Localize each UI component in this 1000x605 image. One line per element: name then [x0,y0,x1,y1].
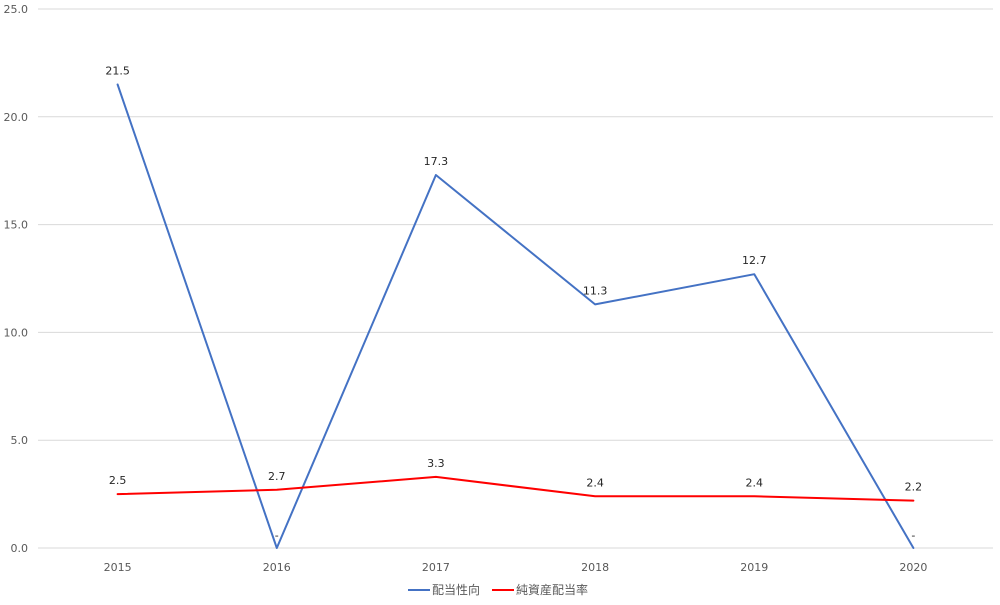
data-label: 2.5 [109,474,127,487]
data-label: - [911,529,915,542]
data-label: 2.4 [586,476,604,489]
legend-entry: 配当性向 [432,582,480,597]
data-label: 2.2 [905,481,923,494]
data-label-layer: 21.5 - 17.3 11.3 12.7 - 2.5 2.7 3.3 2.4 2.4 2.2 [105,64,922,542]
x-tick-label: 2019 [740,561,768,574]
data-label: 12.7 [742,254,767,267]
data-label: 3.3 [427,457,445,470]
y-tick-label: 10.0 [4,326,29,339]
x-tick-label: 2017 [422,561,450,574]
series-line-0 [116,83,915,549]
series-line-1 [116,475,915,502]
x-axis: 2015 2016 2017 2018 2019 2020 [104,561,928,574]
y-axis: 0.0 5.0 10.0 15.0 20.0 25.0 [4,3,29,555]
grid-layer [38,8,993,549]
data-label: 2.4 [746,476,764,489]
y-tick-label: 0.0 [11,542,29,555]
data-label: - [275,529,279,542]
data-label: 21.5 [105,64,130,77]
y-tick-label: 15.0 [4,219,29,232]
x-tick-label: 2015 [104,561,132,574]
legend: 配当性向 純資産配当率 [408,582,588,597]
series-layer [116,83,915,549]
y-tick-label: 25.0 [4,3,29,16]
data-label: 2.7 [268,470,286,483]
data-label: 11.3 [583,284,608,297]
data-label: 17.3 [424,155,449,168]
x-tick-label: 2018 [581,561,609,574]
x-tick-label: 2020 [899,561,927,574]
y-tick-label: 20.0 [4,111,29,124]
legend-entry: 純資産配当率 [516,582,588,597]
y-tick-label: 5.0 [11,434,29,447]
x-tick-label: 2016 [263,561,291,574]
